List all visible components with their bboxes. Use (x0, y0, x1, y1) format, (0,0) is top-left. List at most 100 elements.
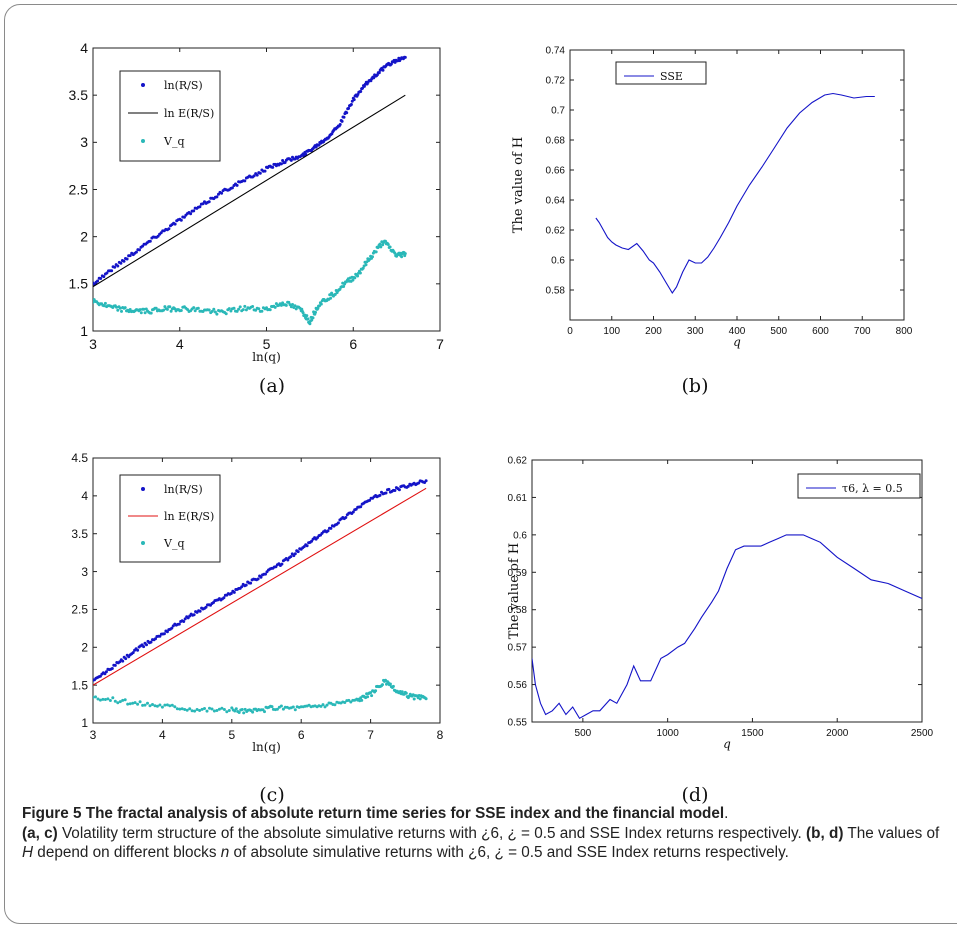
data-point-a-0 (345, 111, 349, 115)
data-point-c-2 (281, 707, 285, 711)
x-tick-label-d: 500 (575, 728, 592, 739)
series-line-a-1 (93, 94, 406, 288)
data-point-a-2 (305, 314, 309, 318)
data-point-a-2 (379, 245, 383, 249)
y-tick-label-c: 1.5 (71, 678, 88, 692)
data-point-a-2 (400, 255, 404, 259)
data-point-a-2 (403, 252, 407, 256)
x-tick-label-c: 4 (159, 728, 166, 742)
data-point-a-2 (388, 245, 392, 249)
x-tick-label-b: 800 (896, 326, 913, 337)
data-point-c-2 (101, 697, 105, 701)
data-point-c-2 (175, 707, 179, 711)
data-point-c-0 (136, 648, 140, 652)
data-point-c-2 (321, 703, 325, 707)
data-point-c-0 (240, 585, 244, 589)
y-tick-label-b: 0.68 (546, 136, 566, 147)
data-point-c-2 (138, 700, 142, 704)
data-point-c-0 (397, 488, 401, 492)
data-point-a-0 (122, 259, 126, 263)
y-tick-label-b: 0.58 (546, 286, 566, 297)
data-point-c-0 (384, 491, 388, 495)
data-point-a-2 (102, 304, 106, 308)
data-point-c-0 (124, 657, 128, 661)
data-point-c-0 (359, 505, 363, 509)
data-point-a-0 (116, 264, 120, 268)
data-point-a-2 (227, 307, 231, 311)
data-point-c-0 (329, 526, 333, 530)
caption-var-n: n (220, 844, 230, 861)
data-point-a-0 (179, 218, 183, 222)
x-tick-label-d: 2500 (911, 728, 934, 739)
data-point-c-0 (296, 550, 300, 554)
data-point-c-0 (145, 643, 148, 647)
data-point-c-2 (234, 707, 238, 711)
data-point-c-2 (293, 708, 297, 712)
series-group-c (93, 479, 428, 715)
data-point-c-2 (93, 695, 95, 699)
y-tick-label-a: 4 (80, 40, 88, 56)
data-point-a-2 (120, 309, 123, 313)
data-point-c-2 (412, 697, 416, 701)
data-point-a-2 (241, 308, 245, 312)
data-point-a-0 (289, 158, 293, 162)
data-point-a-0 (361, 86, 364, 90)
y-tick-label-b: 0.74 (546, 46, 566, 57)
y-tick-label-a: 3 (80, 134, 88, 150)
data-point-c-2 (222, 708, 226, 711)
data-point-a-2 (243, 304, 247, 308)
legend-label-a-1: ln E(R/S) (164, 107, 214, 120)
data-point-a-2 (118, 306, 122, 310)
data-point-c-2 (126, 702, 130, 706)
subfig-label-a: (a) (258, 375, 286, 397)
y-tick-label-b: 0.64 (546, 196, 566, 207)
data-point-c-2 (146, 701, 149, 705)
data-point-c-2 (270, 705, 274, 709)
data-point-a-2 (260, 309, 264, 313)
data-point-c-0 (280, 562, 284, 566)
data-point-a-2 (123, 306, 127, 310)
data-point-a-2 (329, 296, 333, 300)
data-point-c-2 (225, 710, 229, 714)
x-tick-label-b: 700 (854, 326, 871, 337)
y-tick-label-d: 0.56 (508, 680, 528, 691)
data-point-a-0 (372, 76, 376, 80)
data-point-c-2 (391, 684, 395, 688)
plot-area-b (569, 49, 905, 321)
data-point-c-2 (165, 703, 169, 707)
data-point-a-0 (381, 68, 385, 72)
legend-box-c (119, 474, 221, 563)
data-point-a-0 (125, 257, 129, 261)
data-point-c-2 (208, 706, 211, 710)
series-line-d-0 (532, 534, 922, 720)
data-point-a-2 (293, 304, 297, 308)
data-point-c-2 (366, 695, 370, 699)
data-point-a-2 (374, 250, 378, 254)
data-point-c-0 (142, 645, 146, 649)
data-point-a-0 (230, 186, 234, 190)
data-point-a-2 (237, 307, 241, 311)
data-point-c-2 (251, 710, 255, 714)
x-tick-label-b: 300 (687, 326, 704, 337)
data-point-a-2 (314, 310, 317, 314)
data-point-c-2 (190, 709, 194, 713)
data-point-c-0 (154, 637, 157, 641)
data-point-a-2 (232, 306, 236, 310)
figure-frame (4, 4, 957, 924)
data-point-c-2 (243, 707, 247, 711)
y-tick-label-b: 0.6 (551, 256, 565, 267)
data-point-c-0 (232, 590, 236, 594)
y-tick-label-b: 0.7 (551, 106, 565, 117)
data-point-a-2 (238, 305, 242, 309)
data-point-a-0 (189, 212, 193, 216)
data-point-c-2 (121, 698, 125, 702)
data-point-c-2 (155, 704, 159, 708)
data-point-a-2 (284, 303, 288, 307)
x-tick-label-c: 7 (367, 728, 374, 742)
data-point-c-2 (131, 701, 135, 705)
caption-ac-text: Volatility term structure of the absolut… (57, 824, 807, 842)
data-point-a-0 (138, 248, 141, 252)
data-point-c-2 (319, 704, 323, 708)
data-point-a-2 (213, 310, 217, 314)
x-tick-label-a: 4 (176, 336, 184, 352)
